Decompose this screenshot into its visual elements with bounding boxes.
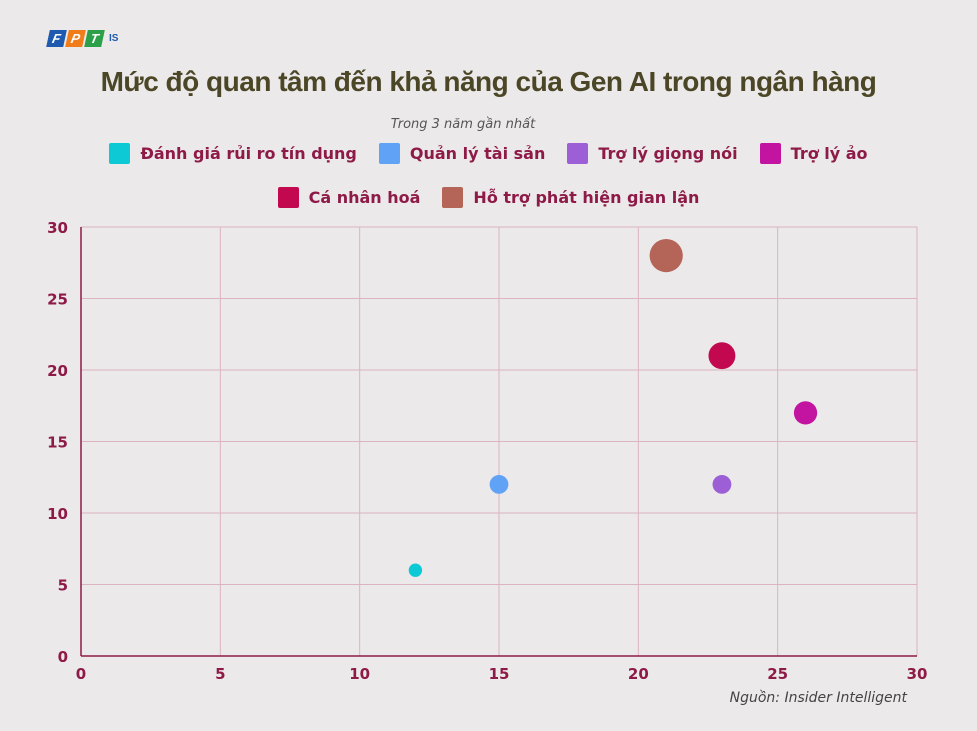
legend-item: Quản lý tài sản: [378, 143, 546, 164]
legend-swatch: [759, 143, 781, 164]
legend-label: Đánh giá rủi ro tín dụng: [140, 144, 357, 163]
data-point: [489, 475, 509, 494]
y-tick-label: 20: [47, 362, 68, 380]
x-tick-label: 0: [76, 665, 86, 683]
legend-swatch: [109, 143, 131, 164]
legend-row-1: Đánh giá rủi ro tín dụng Quản lý tài sản…: [0, 143, 977, 164]
fpt-is-logo: F P T IS: [46, 30, 119, 47]
data-point: [793, 401, 818, 425]
y-tick-label: 25: [47, 291, 68, 309]
y-tick-label: 5: [58, 577, 68, 595]
legend-label: Trợ lý ảo: [790, 144, 868, 163]
data-point: [649, 239, 683, 273]
chart-subtitle: Trong 3 năm gần nhất: [390, 117, 536, 132]
y-tick-label: 15: [47, 434, 68, 452]
source-note: Nguồn: Insider Intelligent: [729, 690, 907, 706]
x-tick-label: 10: [349, 665, 370, 683]
logo-suffix: IS: [109, 33, 119, 44]
legend-label: Trợ lý giọng nói: [598, 144, 738, 163]
legend-swatch: [378, 143, 400, 164]
y-tick-label: 10: [47, 505, 68, 523]
y-tick-label: 0: [58, 648, 68, 666]
x-tick-label: 30: [907, 665, 928, 683]
legend-row-2: Cá nhân hoá Hỗ trợ phát hiện gian lận: [0, 187, 977, 208]
legend-item: Hỗ trợ phát hiện gian lận: [442, 187, 699, 208]
data-point: [408, 563, 423, 577]
legend-item: Trợ lý ảo: [759, 143, 868, 164]
legend-swatch: [567, 143, 589, 164]
x-tick-label: 5: [215, 665, 225, 683]
data-point: [712, 475, 732, 494]
legend-label: Quản lý tài sản: [409, 144, 546, 163]
legend-item: Trợ lý giọng nói: [567, 143, 738, 164]
chart-title: Mức độ quan tâm đến khả năng của Gen AI …: [100, 66, 877, 97]
legend-item: Cá nhân hoá: [277, 187, 421, 208]
legend-swatch: [442, 187, 464, 208]
legend-item: Đánh giá rủi ro tín dụng: [109, 143, 357, 164]
x-tick-label: 25: [767, 665, 788, 683]
legend-swatch: [277, 187, 299, 208]
legend-label: Cá nhân hoá: [308, 188, 421, 207]
legend-label: Hỗ trợ phát hiện gian lận: [473, 188, 700, 207]
data-point: [708, 342, 736, 370]
x-tick-label: 15: [489, 665, 510, 683]
x-tick-label: 20: [628, 665, 649, 683]
y-tick-label: 30: [47, 219, 68, 237]
